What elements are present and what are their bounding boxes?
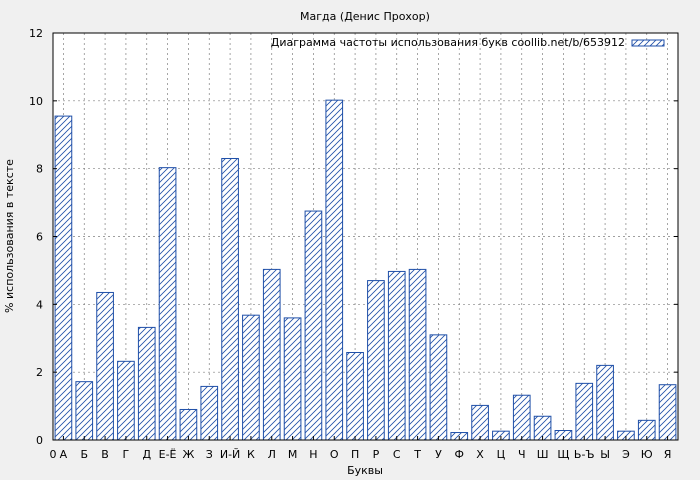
bar-Б [75, 381, 94, 441]
x-tick-label: Ч [518, 448, 526, 461]
bar-С [387, 270, 406, 441]
bar-З [200, 385, 219, 441]
bar-Г [117, 360, 135, 441]
bar-У [429, 334, 448, 441]
x-tick-label: Ш [537, 448, 549, 461]
legend: Диаграмма частоты использования букв coo… [271, 36, 665, 49]
x-tick-label: Ю [641, 448, 653, 461]
x-tick-label: М [288, 448, 298, 461]
bar-Ж [179, 408, 198, 441]
x-tick-label: Ж [182, 448, 194, 461]
y-tick-label: 12 [29, 27, 43, 40]
x-tick-label: К [247, 448, 255, 461]
x-tick-label: В [101, 448, 109, 461]
y-axis-label: % использования в тексте [3, 159, 16, 313]
legend-label: Диаграмма частоты использования букв coo… [271, 36, 625, 49]
x-tick-label: П [351, 448, 359, 461]
x-tick-label: Б [80, 448, 88, 461]
x-tick-label: А [60, 448, 68, 461]
x-tick-label: Н [309, 448, 317, 461]
bar-М [283, 317, 302, 441]
x-tick-label: З [206, 448, 213, 461]
x-tick-label: Ф [455, 448, 464, 461]
y-tick-label: 0 [36, 434, 43, 447]
bar-И-Й [221, 157, 239, 441]
x-tick-label: Ы [600, 448, 610, 461]
x-tick-label: Д [142, 448, 151, 461]
bar-Я [658, 384, 677, 441]
y-tick-label: 6 [36, 231, 43, 244]
x-tick-label: Ц [497, 448, 506, 461]
y-tick-label: 10 [29, 95, 43, 108]
x-tick-label: У [435, 448, 442, 461]
x-origin-label: 0 [50, 448, 57, 461]
x-axis-label: Буквы [347, 464, 383, 477]
bar-Ь-Ъ [575, 382, 594, 441]
bar-Ы [596, 364, 614, 441]
bar-Д [137, 326, 156, 441]
bar-Т [408, 268, 427, 441]
x-tick-label: Е-Ё [159, 448, 177, 461]
bar-Ч [512, 394, 531, 441]
chart-title: Магда (Денис Прохор) [300, 10, 430, 23]
legend-swatch [631, 39, 665, 47]
bar-П [346, 351, 364, 441]
bar-Л [262, 268, 281, 441]
bar-В [96, 291, 114, 441]
x-tick-label: Э [622, 448, 630, 461]
bar-Х [471, 404, 489, 441]
bar-Р [367, 280, 385, 441]
x-tick-label: Г [123, 448, 130, 461]
bars [54, 99, 677, 441]
x-tick-label: Щ [557, 448, 569, 461]
x-ticks: 0 А Б В Г Д Е-Ё Ж З И-Й К Л М Н О П Р С Т У Ф Х Ц Ч Ш Щ Ь-Ъ Ы Э Ю Я [50, 436, 672, 461]
x-tick-label: Т [413, 448, 421, 461]
grid [53, 33, 678, 440]
x-tick-label: Ь-Ъ [574, 448, 595, 461]
y-tick-label: 4 [36, 298, 43, 311]
x-tick-label: Р [373, 448, 380, 461]
bar-К [242, 314, 260, 441]
bar-Н [304, 210, 323, 441]
x-tick-label: Х [476, 448, 484, 461]
bar-О [325, 99, 344, 441]
x-tick-label: О [330, 448, 339, 461]
y-tick-label: 2 [36, 366, 43, 379]
y-ticks: 0 2 4 6 8 10 12 [29, 27, 678, 447]
x-tick-label: Л [268, 448, 276, 461]
x-tick-label: Я [664, 448, 672, 461]
y-tick-label: 8 [36, 163, 43, 176]
bar-Е-Ё [158, 167, 177, 441]
bar-А [54, 115, 73, 441]
x-tick-label: И-Й [220, 448, 240, 461]
x-tick-label: С [393, 448, 401, 461]
